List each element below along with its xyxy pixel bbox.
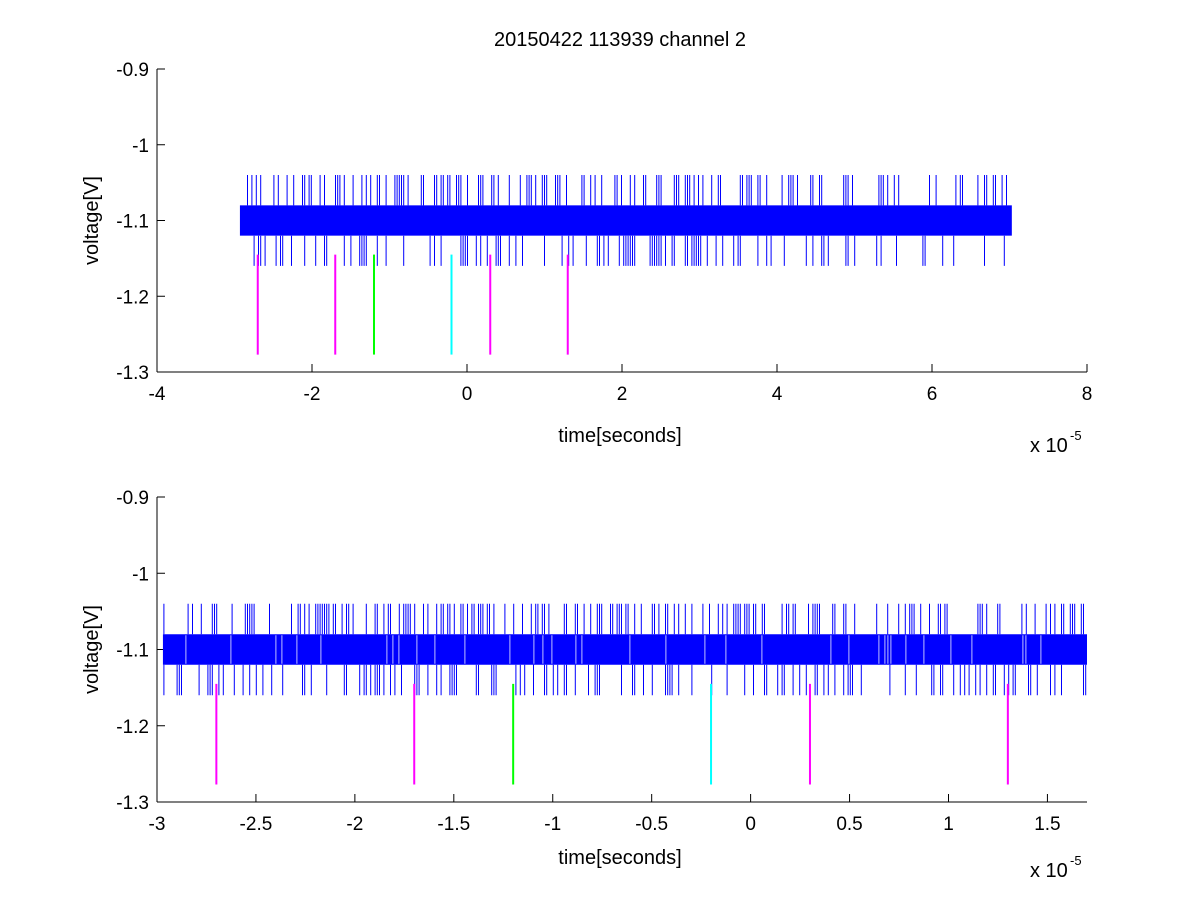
x-axis-label: time[seconds]: [558, 847, 681, 869]
x-tick-label: -2: [304, 384, 321, 405]
signal-band: [162, 634, 1088, 665]
x-tick-label: -3: [149, 814, 166, 835]
x-tick-label: -4: [149, 384, 166, 405]
subplot-top: -4 -2 0 2 4 6 8 -0.9 -1 -1.1 -1.2 -1.3 time[seconds]…: [81, 60, 1092, 457]
x-exponent-value: -5: [1070, 428, 1082, 443]
y-tick-label: -1.1: [116, 641, 149, 662]
x-tick-label: 0: [462, 384, 473, 405]
x-exponent-multiplier: x 10: [1030, 860, 1068, 882]
signal-band: [239, 205, 1012, 236]
x-tick-label: -2.5: [240, 814, 273, 835]
y-tick-label: -1.3: [116, 793, 149, 814]
x-tick-label: 1: [943, 814, 954, 835]
x-tick-label: 8: [1082, 384, 1093, 405]
x-tick-label: 2: [617, 384, 628, 405]
x-tick-label: 0: [745, 814, 756, 835]
y-tick-label: -1.2: [116, 287, 149, 308]
x-tick-label: 1.5: [1034, 814, 1060, 835]
x-exponent-value: -5: [1070, 853, 1082, 868]
chart-title: 20150422 113939 channel 2: [494, 29, 746, 51]
signal-trace: [239, 175, 1012, 266]
y-tick-label: -1.3: [116, 363, 149, 384]
y-tick-label: -1.1: [116, 212, 149, 233]
y-tick-label: -0.9: [116, 488, 149, 509]
y-tick-label: -0.9: [116, 60, 149, 81]
x-tick-label: -1.5: [437, 814, 470, 835]
x-tick-label: -2: [346, 814, 363, 835]
x-tick-label: -0.5: [635, 814, 668, 835]
x-exponent-multiplier: x 10: [1030, 435, 1068, 457]
x-tick-label: 6: [927, 384, 938, 405]
y-axis-label: voltage[V]: [81, 176, 103, 265]
x-tick-label: 4: [772, 384, 783, 405]
y-tick-label: -1: [132, 564, 149, 585]
y-tick-label: -1: [132, 136, 149, 157]
y-axis-label: voltage[V]: [81, 605, 103, 694]
x-axis-label: time[seconds]: [558, 425, 681, 447]
subplot-bottom: -3 -2.5 -2 -1.5 -1 -0.5 0 0.5 1 1.5 -0.9 -1 -1.1 -1.2…: [81, 488, 1088, 882]
signal-spikes: [163, 603, 1087, 696]
signal-spikes: [247, 175, 1007, 266]
y-tick-label: -1.2: [116, 717, 149, 738]
x-tick-label: 0.5: [836, 814, 862, 835]
x-tick-label: -1: [544, 814, 561, 835]
signal-trace: [162, 603, 1088, 696]
signal-gaps: [185, 635, 1042, 664]
